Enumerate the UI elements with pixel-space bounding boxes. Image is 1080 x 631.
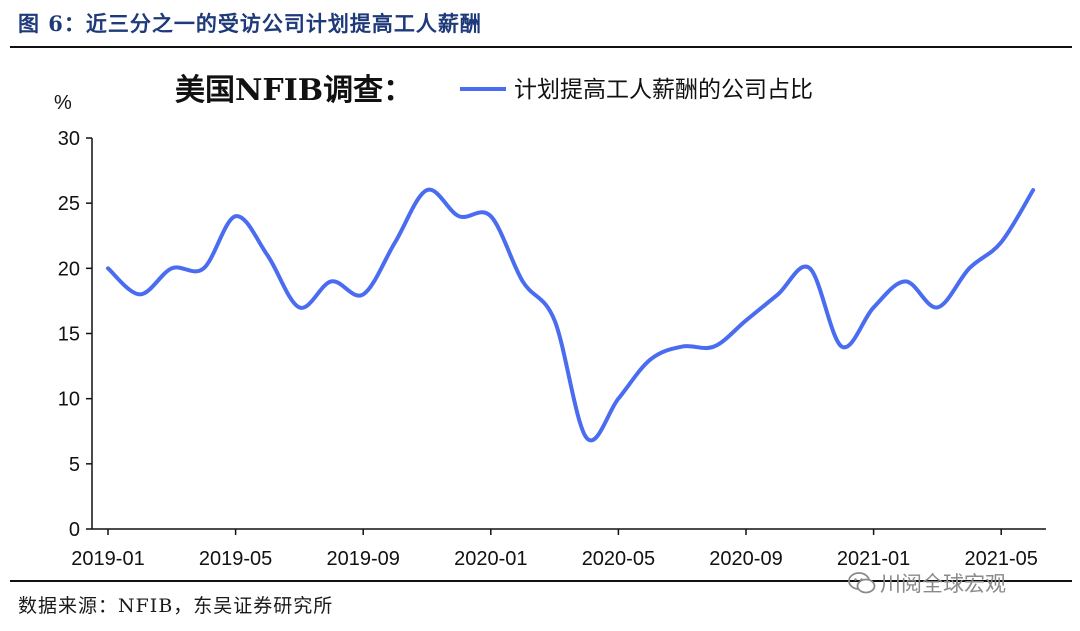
x-tick-label: 2019-01 (71, 548, 144, 570)
data-point (967, 266, 971, 270)
data-point (935, 305, 939, 309)
data-point (521, 279, 525, 283)
line-chart: 美国NFIB调查： 计划提高工人薪酬的公司占比 % 0 5 10 15 20 25 30 2… (54, 73, 1046, 570)
x-tick-label: 2020-05 (582, 548, 655, 570)
data-point (712, 345, 716, 349)
series-points (106, 188, 1035, 440)
data-point (808, 266, 812, 270)
data-point (329, 279, 333, 283)
y-tick-label: 10 (58, 389, 80, 411)
data-point (872, 305, 876, 309)
watermark: 川阅全球宏观 (848, 568, 1006, 598)
x-tick-label: 2019-09 (326, 548, 399, 570)
data-point (616, 397, 620, 401)
data-point (457, 214, 461, 218)
y-tick-label: 0 (69, 519, 80, 541)
data-point (170, 266, 174, 270)
data-point (904, 279, 908, 283)
x-tick-label: 2021-01 (837, 548, 910, 570)
data-point (840, 345, 844, 349)
chart-title: 美国NFIB调查： (175, 73, 413, 108)
y-axis-unit-label: % (54, 92, 72, 114)
watermark-text: 川阅全球宏观 (880, 572, 1006, 596)
data-point (106, 266, 110, 270)
figure-caption: 图 6：近三分之一的受访公司计划提高工人薪酬 (18, 11, 482, 36)
legend-label: 计划提高工人薪酬的公司占比 (514, 77, 813, 103)
data-point (361, 292, 365, 296)
data-point (266, 253, 270, 257)
x-tick-label: 2020-09 (709, 548, 782, 570)
data-point (297, 305, 301, 309)
data-point (202, 266, 206, 270)
top-rule (10, 46, 1072, 48)
series-line (106, 187, 1036, 443)
x-axis: 2019-01 2019-05 2019-09 2020-01 2020-05 2020-… (71, 528, 1046, 570)
wechat-icon (848, 572, 876, 594)
data-point (553, 318, 557, 322)
source-note: 数据来源：NFIB，东吴证券研究所 (18, 595, 334, 617)
y-tick-label: 25 (58, 193, 80, 215)
data-point (585, 436, 589, 440)
data-point (648, 358, 652, 362)
data-point (393, 240, 397, 244)
y-tick-label: 5 (69, 454, 80, 476)
data-point (1031, 188, 1035, 192)
data-point (489, 214, 493, 218)
bottom-rule (10, 580, 1072, 582)
data-point (744, 318, 748, 322)
x-tick-label: 2020-01 (454, 548, 527, 570)
data-point (425, 188, 429, 192)
data-point (776, 292, 780, 296)
data-point (680, 345, 684, 349)
x-tick-label: 2019-05 (199, 548, 272, 570)
x-tick-label: 2021-05 (964, 548, 1037, 570)
y-tick-label: 20 (58, 258, 80, 280)
y-tick-label: 15 (58, 324, 80, 346)
data-point (138, 292, 142, 296)
y-axis: 0 5 10 15 20 25 30 (58, 128, 93, 541)
data-point (999, 240, 1003, 244)
y-tick-label: 30 (58, 128, 80, 150)
data-point (234, 214, 238, 218)
